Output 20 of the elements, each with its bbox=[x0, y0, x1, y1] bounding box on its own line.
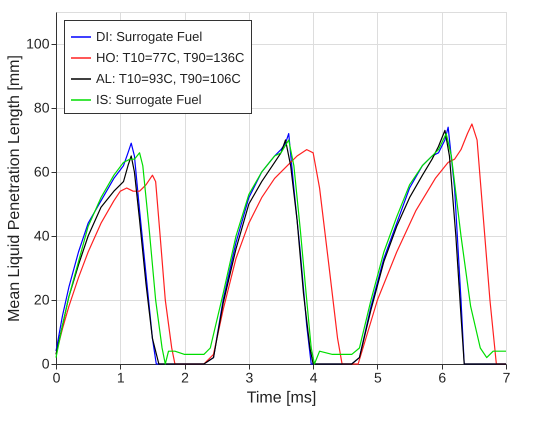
x-tick-label: 4 bbox=[310, 370, 318, 386]
x-tick-label: 5 bbox=[374, 370, 382, 386]
x-tick-label: 0 bbox=[52, 370, 61, 386]
y-tick-label: 20 bbox=[34, 292, 50, 308]
legend-label: DI: Surrogate Fuel bbox=[96, 29, 202, 44]
legend-label: IS: Surrogate Fuel bbox=[96, 92, 202, 107]
y-tick-label: 80 bbox=[34, 100, 50, 116]
x-tick-label: 3 bbox=[245, 370, 254, 386]
y-axis-title: Mean Liquid Penetration Length [mm] bbox=[6, 55, 24, 322]
y-tick-label: 100 bbox=[26, 36, 50, 52]
y-tick-label: 40 bbox=[34, 228, 50, 244]
y-tick-label: 60 bbox=[34, 164, 50, 180]
x-axis-title: Time [ms] bbox=[246, 390, 316, 406]
x-tick-label: 2 bbox=[181, 370, 190, 386]
y-tick-label: 0 bbox=[42, 356, 50, 372]
x-tick-label: 1 bbox=[116, 370, 125, 386]
x-tick-label: 7 bbox=[502, 370, 511, 386]
legend-label: HO: T10=77C, T90=136C bbox=[96, 50, 244, 65]
x-tick-label: 6 bbox=[438, 370, 446, 386]
legend-label: AL: T10=93C, T90=106C bbox=[96, 71, 241, 86]
